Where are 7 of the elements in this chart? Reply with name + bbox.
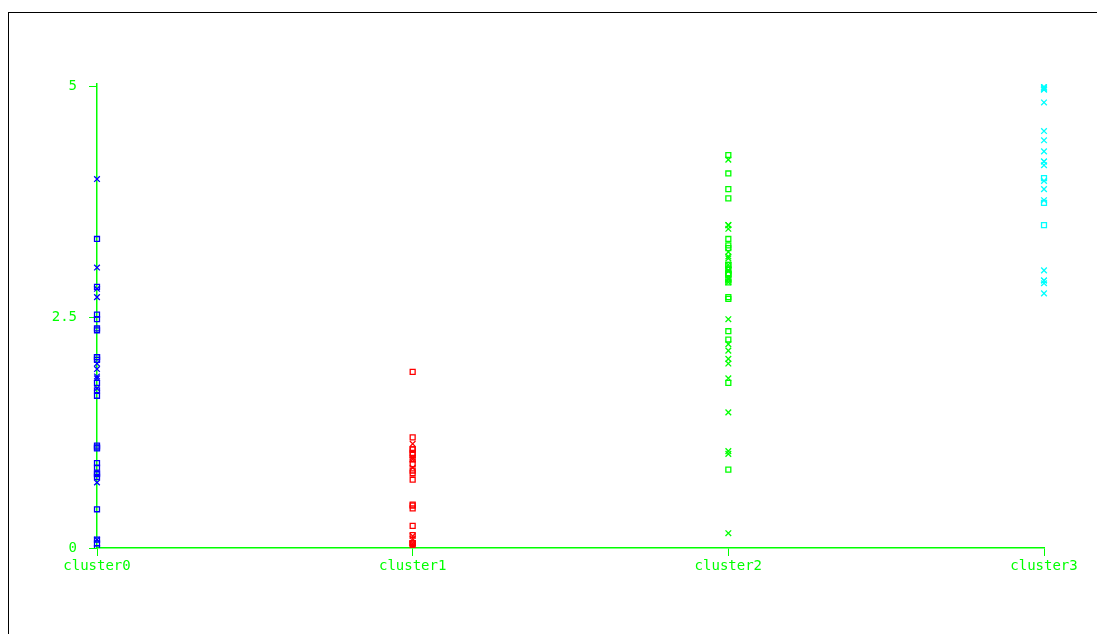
x-tick-label: cluster3	[1010, 557, 1078, 574]
y-tick-label: 2.5	[51, 308, 77, 325]
x-tick-label: cluster1	[378, 557, 447, 574]
x-tick-label: cluster2	[694, 557, 763, 574]
y-tick-label: 0	[68, 538, 77, 555]
y-tick-label: 5	[68, 77, 77, 94]
x-tick-label: cluster0	[63, 557, 131, 574]
